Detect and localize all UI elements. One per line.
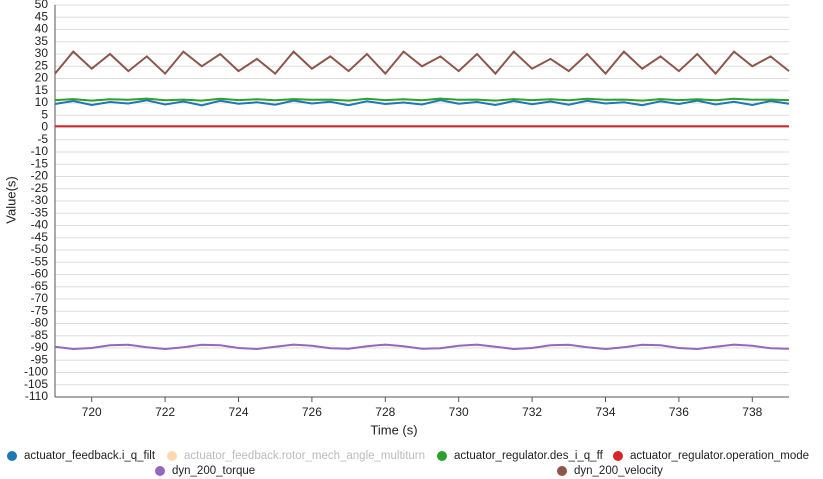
x-tick-label: 736 <box>669 405 689 419</box>
y-tick-label: 45 <box>35 9 49 23</box>
y-tick-label: -35 <box>31 205 49 219</box>
y-tick-label: -45 <box>31 230 49 244</box>
legend-marker[interactable] <box>557 466 567 476</box>
series-line <box>54 97 790 102</box>
legend-marker[interactable] <box>155 466 165 476</box>
y-tick-label: -105 <box>24 377 48 391</box>
y-tick-label: 10 <box>35 95 49 109</box>
x-tick-label: 738 <box>742 405 762 419</box>
y-tick-label: -55 <box>31 254 49 268</box>
y-tick-label: -25 <box>31 181 49 195</box>
y-tick-label: 50 <box>35 0 49 11</box>
x-axis-label: Time (s) <box>370 422 417 437</box>
y-tick-label: -80 <box>31 316 49 330</box>
y-axis-label: Value(s) <box>3 176 18 223</box>
legend-marker[interactable] <box>7 451 17 461</box>
y-tick-label: -100 <box>24 365 48 379</box>
legend-label[interactable]: dyn_200_velocity <box>574 465 663 477</box>
legend-marker[interactable] <box>167 451 177 461</box>
x-tick-label: 734 <box>595 405 615 419</box>
y-tick-label: 30 <box>35 46 49 60</box>
y-tick-label: -20 <box>31 169 49 183</box>
y-tick-label: -15 <box>31 156 49 170</box>
y-tick-label: -95 <box>31 352 49 366</box>
y-tick-label: -65 <box>31 279 49 293</box>
y-tick-label: 15 <box>35 83 49 97</box>
legend-label[interactable]: actuator_regulator.des_i_q_ff <box>454 450 604 462</box>
y-tick-label: -10 <box>31 144 49 158</box>
legend-marker[interactable] <box>613 451 623 461</box>
x-tick-label: 722 <box>155 405 175 419</box>
x-tick-label: 720 <box>82 405 102 419</box>
x-tick-label: 732 <box>522 405 542 419</box>
y-tick-label: -110 <box>25 389 48 403</box>
y-tick-label: -70 <box>31 291 49 305</box>
y-tick-label: 0 <box>41 120 48 134</box>
y-tick-label: -85 <box>31 328 49 342</box>
legend-marker[interactable] <box>437 451 447 461</box>
legend-label[interactable]: actuator_feedback.rotor_mech_angle_multi… <box>184 450 425 462</box>
legend-label[interactable]: actuator_feedback.i_q_filt <box>24 450 156 462</box>
x-tick-label: 724 <box>228 405 248 419</box>
x-tick-label: 728 <box>375 405 395 419</box>
legend-label[interactable]: actuator_regulator.operation_mode <box>630 450 809 462</box>
series-line <box>54 50 790 76</box>
y-tick-label: 5 <box>41 107 48 121</box>
series-line <box>54 99 790 107</box>
x-tick-label: 730 <box>449 405 469 419</box>
y-tick-label: 35 <box>35 34 49 48</box>
series-line <box>54 343 790 351</box>
y-tick-label: -40 <box>31 218 49 232</box>
y-tick-label: -50 <box>31 242 49 256</box>
y-tick-label: -30 <box>31 193 49 207</box>
y-tick-label: -60 <box>31 267 49 281</box>
y-tick-label: 25 <box>35 58 49 72</box>
x-tick-label: 726 <box>302 405 322 419</box>
legend-label[interactable]: dyn_200_torque <box>172 465 255 477</box>
y-tick-label: -5 <box>37 132 48 146</box>
y-tick-label: -90 <box>31 340 49 354</box>
y-tick-label: 20 <box>35 71 49 85</box>
y-tick-label: 40 <box>35 22 49 36</box>
y-tick-label: -75 <box>31 303 49 317</box>
